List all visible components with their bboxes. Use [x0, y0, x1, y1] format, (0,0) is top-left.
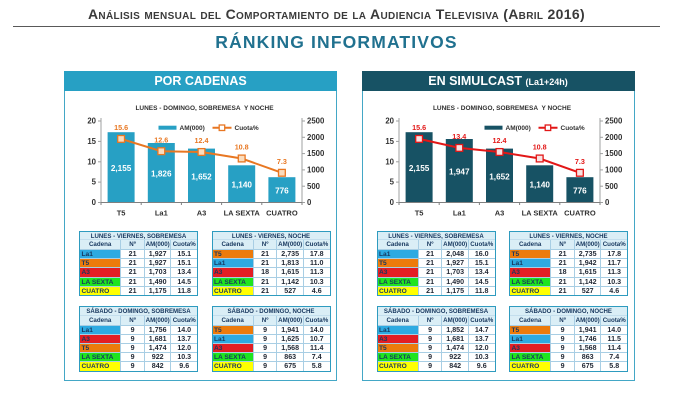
svg-text:AM(000): AM(000): [505, 125, 530, 132]
svg-text:2000: 2000: [605, 133, 623, 142]
svg-text:2,155: 2,155: [111, 164, 132, 173]
svg-text:2500: 2500: [307, 117, 325, 126]
svg-text:15.6: 15.6: [114, 123, 128, 132]
svg-text:1,947: 1,947: [449, 168, 470, 177]
svg-text:2,155: 2,155: [408, 164, 429, 173]
svg-text:1,826: 1,826: [151, 170, 172, 179]
svg-text:10: 10: [87, 157, 96, 166]
svg-text:5: 5: [389, 178, 394, 187]
svg-text:1,140: 1,140: [529, 181, 550, 190]
svg-text:La1: La1: [452, 209, 465, 218]
svg-text:0: 0: [605, 198, 610, 207]
svg-text:12.6: 12.6: [154, 135, 168, 144]
svg-text:Cuota%: Cuota%: [560, 125, 584, 132]
svg-text:CUATRO: CUATRO: [266, 209, 298, 218]
svg-text:CUATRO: CUATRO: [564, 209, 596, 218]
svg-text:20: 20: [87, 117, 96, 126]
svg-text:A3: A3: [494, 209, 504, 218]
svg-text:12.4: 12.4: [195, 136, 209, 145]
svg-text:Cuota%: Cuota%: [235, 125, 259, 132]
svg-text:LA SEXTA: LA SEXTA: [224, 209, 261, 218]
svg-text:AM(000): AM(000): [180, 125, 205, 132]
svg-text:5: 5: [92, 178, 97, 187]
svg-text:0: 0: [92, 198, 97, 207]
svg-text:T5: T5: [117, 209, 126, 218]
svg-text:500: 500: [307, 182, 321, 191]
svg-text:15: 15: [385, 137, 394, 146]
svg-text:12.4: 12.4: [492, 136, 506, 145]
svg-text:2000: 2000: [307, 133, 325, 142]
svg-text:0: 0: [307, 198, 312, 207]
svg-text:1500: 1500: [307, 149, 325, 158]
svg-text:10.8: 10.8: [235, 143, 249, 152]
svg-text:776: 776: [573, 187, 587, 196]
svg-text:776: 776: [275, 187, 289, 196]
svg-text:2500: 2500: [605, 117, 623, 126]
svg-text:7.3: 7.3: [277, 157, 287, 166]
svg-text:10: 10: [385, 157, 394, 166]
svg-text:20: 20: [385, 117, 394, 126]
svg-text:15.6: 15.6: [412, 123, 426, 132]
svg-text:13.4: 13.4: [452, 132, 466, 141]
svg-text:1,140: 1,140: [231, 181, 252, 190]
svg-text:T5: T5: [414, 209, 423, 218]
svg-text:1,652: 1,652: [191, 172, 212, 181]
svg-text:7.3: 7.3: [574, 157, 584, 166]
svg-text:10.8: 10.8: [532, 143, 546, 152]
svg-text:A3: A3: [197, 209, 207, 218]
svg-text:LA SEXTA: LA SEXTA: [521, 209, 558, 218]
svg-text:500: 500: [605, 182, 619, 191]
svg-text:1000: 1000: [307, 166, 325, 175]
svg-text:0: 0: [389, 198, 394, 207]
svg-text:1000: 1000: [605, 166, 623, 175]
svg-text:15: 15: [87, 137, 96, 146]
svg-text:La1: La1: [155, 209, 168, 218]
svg-text:1,652: 1,652: [489, 172, 510, 181]
svg-text:1500: 1500: [605, 149, 623, 158]
